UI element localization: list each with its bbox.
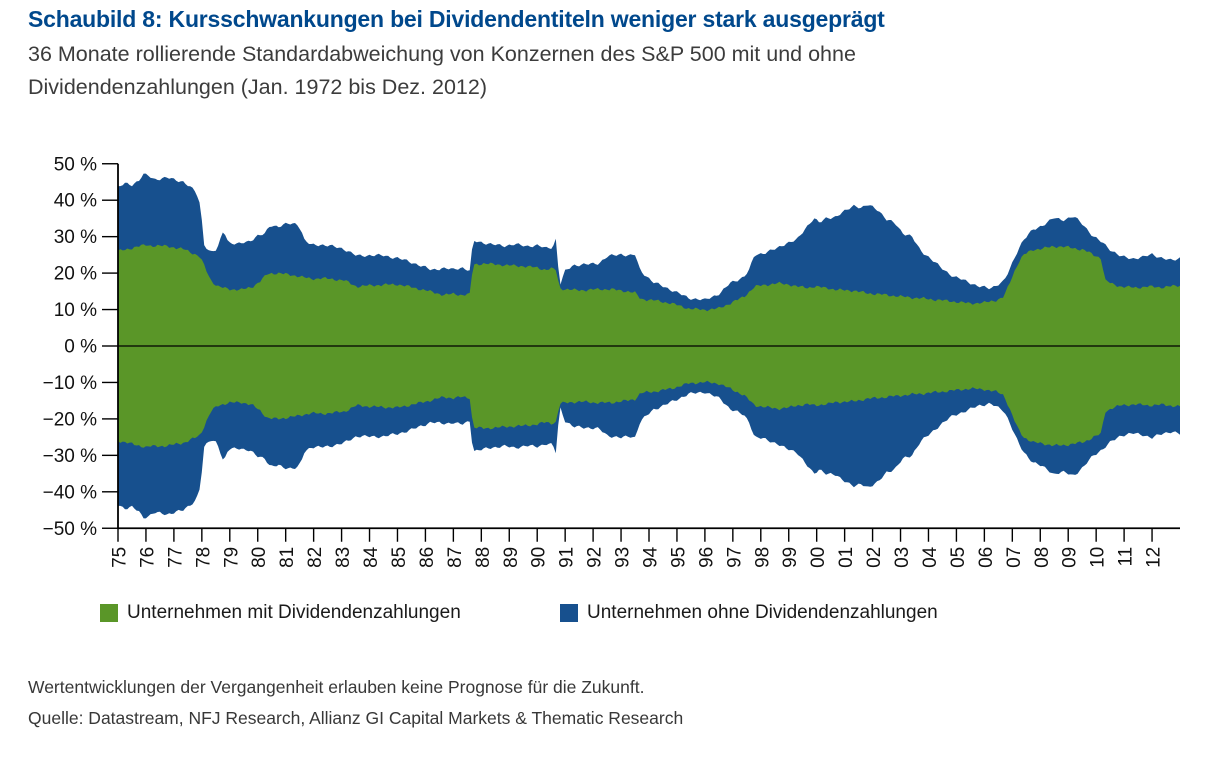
chart-svg: 50 % 40 % 30 % 20 % 10 % 0 % −10 % −20 % −30 % −4… [43,154,1180,568]
x-tick-label: 75 [110,547,131,568]
x-axis: 75 76 77 78 79 80 81 82 83 84 85 86 87 88 89 90 91 92 93 94… [110,527,1180,568]
y-axis: 50 % 40 % 30 % 20 % 10 % 0 % −10 % −20 % −30 % −4… [43,154,119,540]
y-tick-label: 0 % [64,337,97,358]
x-tick-label: 93 [613,547,634,568]
x-tick-label: 07 [1004,547,1025,568]
y-tick-label: −30 % [43,446,98,467]
x-tick-label: 12 [1144,547,1165,568]
x-tick-label: 06 [976,547,997,568]
x-tick-label: 97 [724,547,745,568]
x-tick-label: 89 [501,547,522,568]
x-tick-label: 99 [780,547,801,568]
x-tick-label: 04 [920,546,941,568]
legend-item-ohne-dividenden: Unternehmen ohne Dividendenzahlungen [560,601,938,625]
x-tick-label: 80 [249,547,270,568]
x-tick-label: 05 [948,547,969,568]
x-tick-label: 84 [361,546,382,568]
y-tick-label: 40 % [54,191,97,212]
volatility-area-chart: 50 % 40 % 30 % 20 % 10 % 0 % −10 % −20 % −30 % −4… [0,148,1229,598]
legend-label-mit-dividenden: Unternehmen mit Dividendenzahlungen [127,602,461,623]
figure-subtitle-line1: 36 Monate rollierende Standardabweichung… [28,42,856,66]
y-tick-label: 30 % [54,227,97,248]
y-tick-label: −50 % [43,519,98,540]
legend-item-mit-dividenden: Unternehmen mit Dividendenzahlungen [100,601,461,625]
x-tick-label: 95 [668,547,689,568]
x-tick-label: 11 [1116,547,1137,567]
x-tick-label: 09 [1060,547,1081,568]
x-tick-label: 03 [892,547,913,568]
x-tick-label: 92 [585,547,606,568]
x-tick-label: 01 [836,547,857,568]
y-tick-label: 10 % [54,300,97,321]
x-tick-label: 88 [473,547,494,568]
legend-swatch-green [100,604,118,622]
y-tick-label: −10 % [43,373,98,394]
y-tick-label: 50 % [54,154,97,175]
y-tick-label: −40 % [43,482,98,503]
x-tick-label: 76 [137,547,158,568]
x-tick-label: 82 [305,547,326,568]
chart-legend: Unternehmen mit Dividendenzahlungen Unte… [0,601,1229,625]
legend-swatch-blue [560,604,578,622]
y-tick-label: 20 % [54,264,97,285]
source-text: Quelle: Datastream, NFJ Research, Allian… [28,708,684,728]
x-tick-label: 96 [696,547,717,568]
figure-subtitle: 36 Monate rollierende Standardabweichung… [28,38,856,104]
x-tick-label: 87 [445,547,466,568]
x-tick-label: 08 [1032,547,1053,568]
legend-label-ohne-dividenden: Unternehmen ohne Dividendenzahlungen [587,602,938,623]
x-tick-label: 91 [557,547,578,568]
x-tick-label: 02 [864,547,885,568]
x-tick-label: 79 [221,547,242,568]
x-tick-label: 00 [808,547,829,568]
figure-footnote: Wertentwicklungen der Vergangenheit erla… [28,672,683,734]
disclaimer-text: Wertentwicklungen der Vergangenheit erla… [28,677,645,697]
x-tick-label: 77 [165,547,186,568]
x-tick-label: 78 [193,547,214,568]
x-tick-label: 81 [277,547,298,568]
figure-subtitle-line2: Dividendenzahlungen (Jan. 1972 bis Dez. … [28,75,487,99]
x-tick-label: 98 [752,547,773,568]
x-tick-label: 90 [529,547,550,568]
x-tick-label: 86 [417,547,438,568]
x-tick-label: 83 [333,547,354,568]
figure-title: Schaubild 8: Kursschwankungen bei Divide… [28,6,885,32]
y-tick-label: −20 % [43,409,98,430]
x-tick-label: 85 [389,547,410,568]
x-tick-label: 10 [1088,547,1109,568]
x-tick-label: 94 [641,546,662,568]
